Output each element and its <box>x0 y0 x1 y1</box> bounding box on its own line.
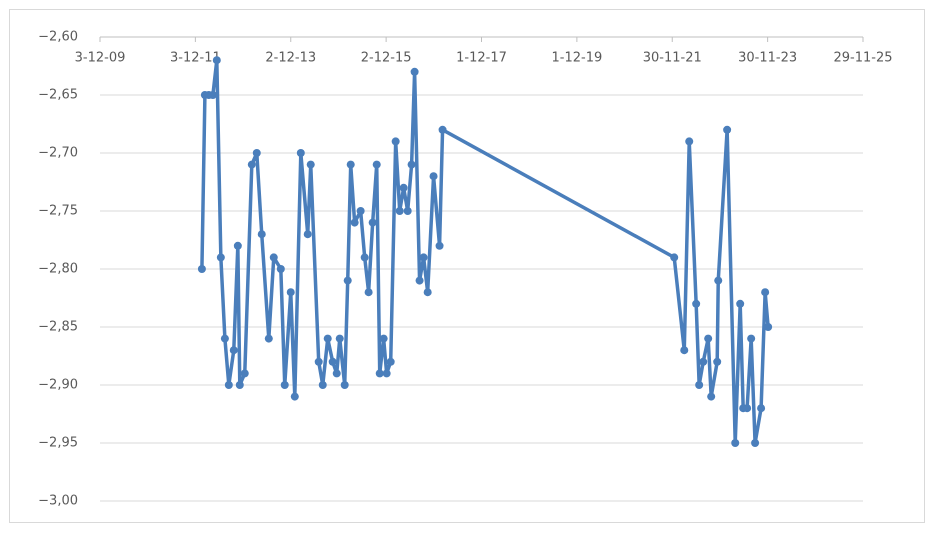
data-point <box>346 160 355 169</box>
data-point <box>731 439 740 447</box>
x-tick-label: 29-11-25 <box>833 51 892 66</box>
chart-border <box>9 9 925 523</box>
data-point <box>670 253 679 262</box>
y-tick-label: −2,70 <box>38 146 78 161</box>
data-point <box>229 346 238 355</box>
x-tick-label: 3-12-11 <box>170 51 221 66</box>
data-point <box>328 357 337 366</box>
data-point <box>340 381 349 389</box>
y-tick-label: −2,85 <box>38 320 78 335</box>
data-point <box>757 404 766 413</box>
data-point <box>303 230 312 239</box>
data-point <box>685 137 694 146</box>
data-point <box>747 334 756 343</box>
data-point <box>707 392 716 401</box>
data-point <box>419 253 428 262</box>
data-point <box>220 334 229 343</box>
data-point <box>276 265 285 273</box>
data-point <box>736 299 745 308</box>
data-point <box>257 230 266 239</box>
x-tick-label: 1-12-17 <box>456 51 507 66</box>
data-point <box>235 381 244 389</box>
data-point <box>375 369 384 378</box>
data-point <box>280 381 289 389</box>
data-point <box>764 323 773 331</box>
data-point <box>429 172 438 181</box>
data-point <box>356 207 365 215</box>
data-point <box>704 334 713 343</box>
data-point <box>332 369 341 378</box>
data-point <box>751 439 760 447</box>
data-point <box>350 218 359 227</box>
data-point <box>714 276 723 285</box>
data-point <box>323 334 332 343</box>
x-tick-label: 30-11-21 <box>643 51 702 66</box>
data-point <box>399 183 408 192</box>
data-point <box>410 67 419 76</box>
y-tick-label: −2,75 <box>38 204 78 219</box>
data-point <box>296 149 305 157</box>
data-point <box>233 241 242 250</box>
data-point <box>364 288 373 297</box>
data-point <box>216 253 225 262</box>
y-tick-label: −2,95 <box>38 436 78 451</box>
x-tick-label: 30-11-23 <box>738 51 797 66</box>
data-point <box>723 125 732 134</box>
y-tick-label: −2,80 <box>38 262 78 277</box>
data-point <box>247 160 256 169</box>
y-tick-label: −2,60 <box>38 30 78 45</box>
y-tick-label: −2,90 <box>38 378 78 393</box>
data-point <box>314 357 323 366</box>
data-point <box>415 276 424 285</box>
data-point <box>306 160 315 169</box>
data-point <box>395 207 404 215</box>
data-point <box>382 369 391 378</box>
data-point <box>761 288 770 297</box>
data-point <box>208 91 217 99</box>
data-point <box>290 392 299 401</box>
data-point <box>368 218 377 227</box>
x-tick-label: 3-12-09 <box>75 51 126 66</box>
data-point <box>269 253 278 262</box>
y-tick-label: −2,65 <box>38 88 78 103</box>
data-point <box>343 276 352 285</box>
data-point <box>680 346 689 355</box>
data-point <box>391 137 400 146</box>
data-point <box>743 404 752 413</box>
data-point <box>403 207 412 215</box>
data-point <box>212 56 221 65</box>
data-point <box>386 357 395 366</box>
data-point <box>335 334 344 343</box>
data-point <box>224 381 233 389</box>
data-point <box>360 253 369 262</box>
x-tick-label: 1-12-19 <box>552 51 603 66</box>
data-point <box>692 299 701 308</box>
data-point <box>264 334 273 343</box>
data-point <box>252 149 261 157</box>
data-point <box>197 265 206 273</box>
data-point <box>286 288 295 297</box>
data-point <box>372 160 381 169</box>
data-point <box>379 334 388 343</box>
x-tick-label: 2-12-15 <box>361 51 412 66</box>
data-point <box>407 160 416 169</box>
data-point <box>695 381 704 389</box>
data-point <box>713 357 722 366</box>
y-tick-label: −3,00 <box>38 494 78 509</box>
data-point <box>438 125 447 134</box>
data-point <box>240 369 249 378</box>
data-point <box>318 381 327 389</box>
x-tick-label: 2-12-13 <box>265 51 316 66</box>
data-point <box>699 357 708 366</box>
data-point <box>435 241 444 250</box>
data-point <box>423 288 432 297</box>
